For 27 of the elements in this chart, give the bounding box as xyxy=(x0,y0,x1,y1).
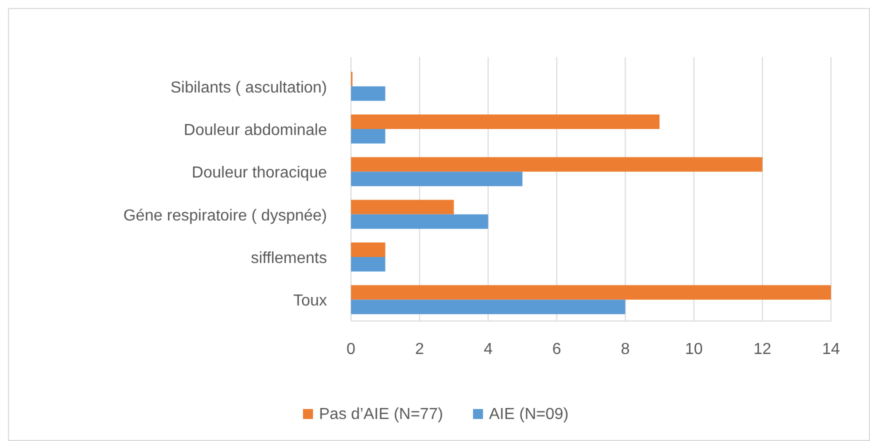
legend-label: Pas d’AIE (N=77) xyxy=(319,406,444,423)
bar xyxy=(351,114,660,129)
y-tick-label: sifflements xyxy=(250,250,327,267)
x-tick-label: 8 xyxy=(620,341,630,358)
x-tick-label: 6 xyxy=(552,341,562,358)
bar xyxy=(351,214,488,229)
x-tick-label: 12 xyxy=(754,341,772,358)
y-tick-label: Douleur thoracique xyxy=(192,164,328,182)
x-tick-label: 2 xyxy=(415,341,424,358)
x-tick-label: 14 xyxy=(822,341,840,358)
legend-label: AIE (N=09) xyxy=(489,406,569,423)
bar xyxy=(351,200,454,214)
y-tick-label: Sibilants ( ascultation) xyxy=(170,79,327,96)
x-tick-label: 0 xyxy=(346,341,356,358)
bar xyxy=(351,157,762,172)
bar xyxy=(351,285,831,300)
y-tick-label: Géne respiratoire ( dyspnée) xyxy=(123,207,327,224)
bar xyxy=(351,172,522,186)
y-tick-label: Toux xyxy=(293,292,327,310)
bar xyxy=(351,86,386,101)
bar xyxy=(351,242,386,257)
bar xyxy=(351,300,626,314)
x-tick-label: 10 xyxy=(684,341,703,358)
x-tick-label: 4 xyxy=(484,341,493,358)
bar xyxy=(351,257,386,272)
bar xyxy=(351,129,386,144)
y-tick-label: Douleur abdominale xyxy=(184,122,328,139)
